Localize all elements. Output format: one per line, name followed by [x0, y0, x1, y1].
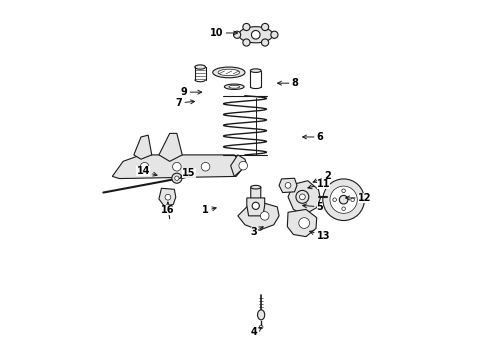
Circle shape — [259, 325, 263, 329]
Circle shape — [172, 162, 181, 171]
Ellipse shape — [251, 185, 261, 189]
Circle shape — [243, 23, 250, 31]
Text: 10: 10 — [210, 28, 238, 38]
Circle shape — [262, 23, 269, 31]
Circle shape — [262, 39, 269, 46]
Circle shape — [271, 31, 278, 39]
Circle shape — [239, 161, 247, 170]
Ellipse shape — [250, 69, 261, 72]
Ellipse shape — [258, 310, 265, 320]
Polygon shape — [112, 155, 242, 179]
Polygon shape — [247, 198, 265, 216]
Ellipse shape — [229, 85, 240, 88]
Circle shape — [234, 31, 241, 39]
Text: 15: 15 — [180, 168, 196, 178]
Ellipse shape — [239, 27, 273, 43]
Circle shape — [165, 194, 171, 200]
Ellipse shape — [218, 69, 240, 76]
Text: 11: 11 — [308, 179, 330, 189]
Text: 16: 16 — [161, 202, 174, 216]
Polygon shape — [279, 178, 297, 193]
Text: 2: 2 — [313, 171, 331, 183]
Polygon shape — [251, 187, 261, 223]
Text: 14: 14 — [137, 166, 157, 176]
Circle shape — [330, 186, 357, 213]
Text: 1: 1 — [202, 206, 216, 216]
Circle shape — [299, 194, 305, 200]
Circle shape — [175, 176, 179, 180]
Circle shape — [243, 39, 250, 46]
Text: 13: 13 — [310, 231, 330, 240]
Ellipse shape — [195, 65, 205, 69]
Circle shape — [260, 212, 269, 220]
Text: 3: 3 — [251, 227, 263, 237]
Polygon shape — [159, 134, 182, 161]
Circle shape — [323, 179, 365, 221]
Circle shape — [299, 218, 310, 228]
Circle shape — [342, 207, 345, 211]
Text: 9: 9 — [181, 87, 202, 97]
Polygon shape — [287, 210, 317, 237]
Text: 12: 12 — [345, 193, 371, 203]
Text: 4: 4 — [251, 327, 262, 337]
Circle shape — [252, 202, 259, 210]
Circle shape — [285, 183, 291, 188]
Polygon shape — [238, 202, 279, 230]
Polygon shape — [159, 188, 176, 206]
Polygon shape — [134, 135, 152, 159]
Circle shape — [342, 189, 345, 193]
Circle shape — [201, 162, 210, 171]
Circle shape — [339, 195, 348, 204]
Circle shape — [172, 173, 182, 183]
Text: 7: 7 — [175, 98, 195, 108]
Ellipse shape — [224, 84, 244, 89]
Circle shape — [351, 198, 354, 202]
Circle shape — [296, 190, 309, 203]
Text: 5: 5 — [303, 202, 323, 212]
Polygon shape — [288, 181, 320, 215]
Ellipse shape — [213, 67, 245, 78]
Text: 6: 6 — [303, 132, 323, 142]
Polygon shape — [231, 155, 247, 176]
Circle shape — [140, 162, 149, 171]
Circle shape — [251, 31, 260, 39]
Text: 8: 8 — [277, 78, 298, 88]
Circle shape — [333, 198, 337, 202]
